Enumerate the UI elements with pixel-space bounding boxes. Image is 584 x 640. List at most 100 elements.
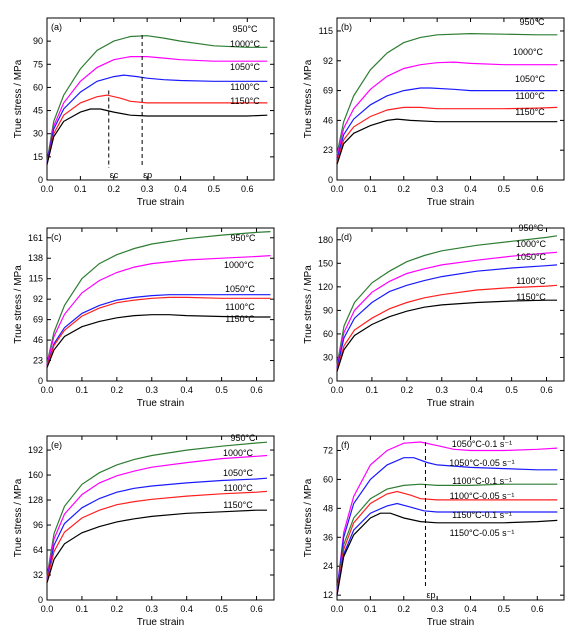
series-label-2: 1000°C bbox=[224, 260, 255, 270]
series-label-3: 1050°C bbox=[223, 468, 254, 478]
x-tick-label: 0.4 bbox=[464, 604, 477, 614]
y-tick-label: 120 bbox=[318, 282, 333, 292]
y-tick-label: 150 bbox=[318, 258, 333, 268]
series-label-5: 1150°C bbox=[225, 314, 255, 324]
series-line-4 bbox=[46, 296, 271, 367]
y-tick-label: 0 bbox=[328, 376, 333, 386]
series-label-1: 950°C bbox=[232, 24, 258, 34]
series-label-4: 1100°C bbox=[230, 82, 260, 92]
series-line-5 bbox=[336, 502, 558, 596]
series-line-3 bbox=[46, 477, 268, 580]
x-tick-label: 0.1 bbox=[366, 385, 379, 395]
series-line-3 bbox=[336, 483, 558, 593]
y-tick-label: 92 bbox=[33, 294, 43, 304]
series-label-4: 1100°C bbox=[223, 483, 253, 493]
x-tick-label: 0.3 bbox=[431, 604, 444, 614]
series-label-6: 1150°C-0.05 s⁻¹ bbox=[450, 528, 515, 538]
strain-marker-label: εp bbox=[426, 590, 435, 600]
panel-label: (a) bbox=[51, 22, 62, 32]
series-label-3: 1050°C bbox=[515, 74, 546, 84]
y-tick-label: 24 bbox=[323, 561, 333, 571]
series-label-3: 1050°C bbox=[230, 62, 261, 72]
y-tick-label: 46 bbox=[33, 335, 43, 345]
series-line-1 bbox=[336, 32, 558, 155]
x-tick-label: 0.3 bbox=[141, 184, 154, 194]
strain-marker-label: εp bbox=[143, 170, 152, 180]
plot-frame bbox=[46, 435, 275, 601]
series-line-3 bbox=[336, 87, 558, 160]
y-tick-label: 46 bbox=[323, 115, 333, 125]
y-tick-label: 0 bbox=[38, 175, 43, 185]
y-tick-label: 192 bbox=[28, 445, 43, 455]
x-tick-label: 0.1 bbox=[76, 604, 89, 614]
series-label-4: 1100°C bbox=[515, 91, 545, 101]
x-tick-label: 0.2 bbox=[111, 385, 124, 395]
series-label-4: 1100°C bbox=[516, 276, 546, 286]
y-tick-label: 45 bbox=[33, 106, 43, 116]
y-tick-label: 0 bbox=[38, 595, 43, 605]
x-tick-label: 0.2 bbox=[401, 385, 414, 395]
x-tick-label: 0.2 bbox=[398, 604, 411, 614]
series-label-5: 1150°C bbox=[223, 500, 253, 510]
series-line-2 bbox=[46, 56, 268, 164]
y-tick-label: 115 bbox=[29, 274, 43, 284]
x-tick-label: 0.4 bbox=[470, 385, 483, 395]
panel-label: (b) bbox=[341, 22, 352, 32]
y-tick-label: 32 bbox=[33, 570, 43, 580]
x-tick-label: 0.4 bbox=[464, 184, 477, 194]
y-tick-label: 96 bbox=[33, 520, 43, 530]
y-tick-label: 12 bbox=[323, 590, 333, 600]
y-tick-label: 60 bbox=[33, 82, 43, 92]
x-tick-label: 0.6 bbox=[250, 385, 263, 395]
y-axis-label: True stress / MPa bbox=[303, 478, 314, 557]
series-label-4: 1100°C-0.05 s⁻¹ bbox=[450, 491, 515, 501]
x-tick-label: 0.4 bbox=[180, 385, 193, 395]
chart-panel-5: 0.0 0.1 0.2 0.3 0.4 0.5 0.6 0 32 64 96 128 160 192 Tru… bbox=[13, 433, 275, 628]
series-line-4 bbox=[46, 94, 268, 165]
x-tick-label: 0.0 bbox=[41, 604, 54, 614]
y-tick-label: 90 bbox=[323, 305, 333, 315]
series-label-1: 950°C bbox=[230, 433, 256, 443]
chart-panel-3: 0.0 0.1 0.2 0.3 0.4 0.5 0.6 0 23 46 69 92 115 138 161 T… bbox=[13, 227, 275, 409]
y-axis-label: True stress / MPa bbox=[303, 59, 314, 138]
series-line-4 bbox=[336, 284, 558, 371]
series-label-5: 1150°C bbox=[515, 107, 545, 117]
plot-frame bbox=[336, 17, 565, 181]
y-tick-label: 72 bbox=[323, 445, 333, 455]
series-line-5 bbox=[336, 299, 557, 372]
y-tick-label: 180 bbox=[318, 235, 333, 245]
series-line-2 bbox=[336, 61, 558, 157]
chart-panel-2: 0.0 0.1 0.2 0.3 0.4 0.5 0.6 0 23 46 69 92 115 True st… bbox=[303, 17, 565, 208]
y-tick-label: 69 bbox=[33, 315, 43, 325]
series-label-5: 1150°C-0.1 s⁻¹ bbox=[452, 510, 512, 520]
series-label-5: 1150°C bbox=[516, 292, 546, 302]
x-tick-label: 0.5 bbox=[215, 604, 228, 614]
x-tick-label: 0.2 bbox=[398, 184, 411, 194]
x-tick-label: 0.3 bbox=[146, 604, 159, 614]
series-label-1: 950°C bbox=[519, 17, 545, 27]
series-line-3 bbox=[46, 294, 271, 367]
series-line-2 bbox=[46, 454, 268, 579]
y-tick-label: 161 bbox=[28, 233, 43, 243]
x-axis-label: True strain bbox=[427, 197, 474, 208]
series-line-4 bbox=[46, 490, 268, 582]
x-tick-label: 0.5 bbox=[498, 184, 511, 194]
panel-label: (d) bbox=[341, 232, 352, 242]
series-label-2: 1000°C bbox=[230, 39, 261, 49]
y-axis-label: True stress / MPa bbox=[13, 265, 24, 344]
series-line-1 bbox=[336, 441, 558, 591]
x-tick-label: 0.0 bbox=[331, 184, 344, 194]
series-label-1: 1050°C-0.1 s⁻¹ bbox=[452, 439, 512, 449]
x-tick-label: 0.4 bbox=[180, 604, 193, 614]
series-label-2: 1000°C bbox=[513, 47, 544, 57]
panel-label: (e) bbox=[51, 440, 62, 450]
series-line-5 bbox=[46, 314, 271, 368]
panel-label: (f) bbox=[341, 440, 350, 450]
y-tick-label: 0 bbox=[38, 376, 43, 386]
y-tick-label: 23 bbox=[323, 145, 333, 155]
x-axis-label: True strain bbox=[137, 398, 184, 409]
y-tick-label: 160 bbox=[28, 470, 43, 480]
series-line-2 bbox=[336, 251, 558, 368]
x-tick-label: 0.1 bbox=[364, 604, 377, 614]
